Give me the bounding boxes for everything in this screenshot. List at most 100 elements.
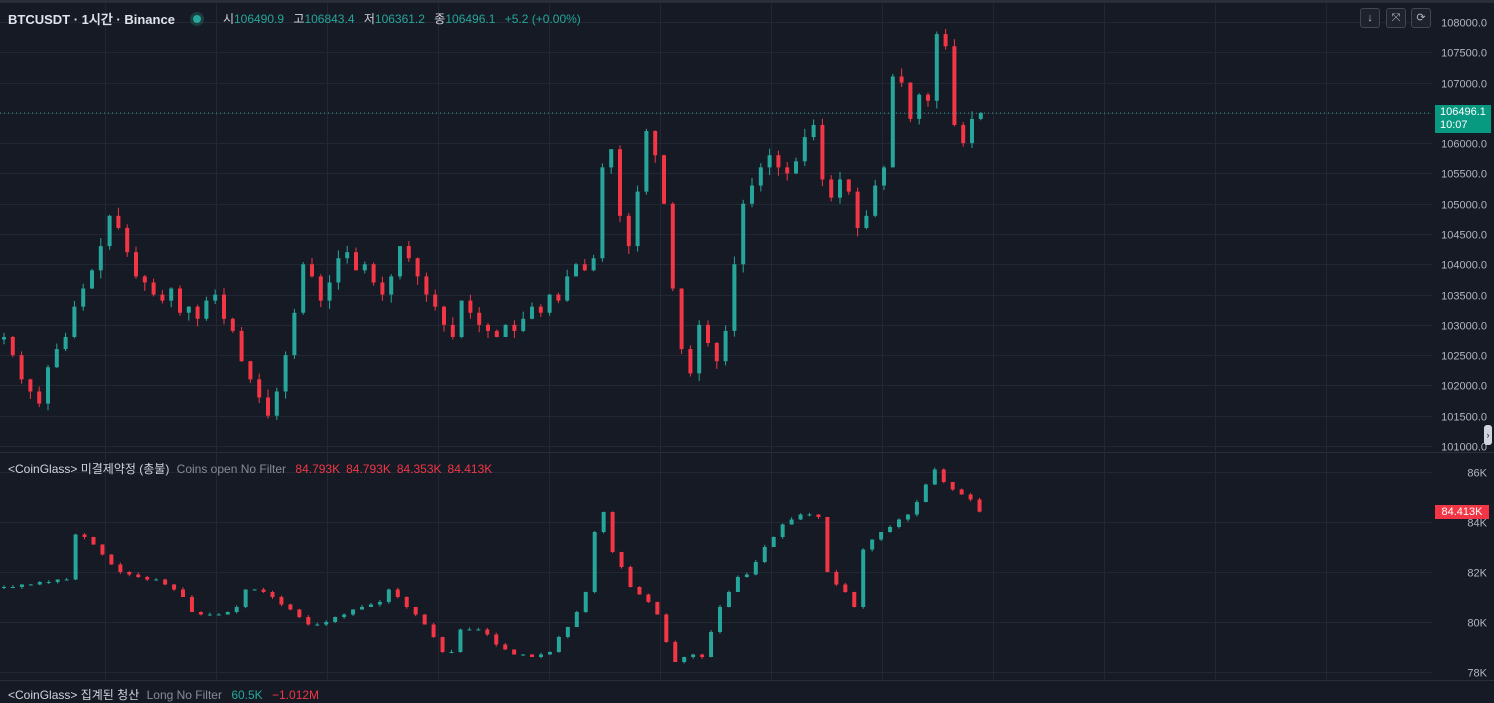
candle-body (521, 654, 526, 656)
bar-countdown: 10:07 (1440, 119, 1468, 131)
candle-body (688, 349, 693, 374)
axis-tick-label: 107000.0 (1441, 79, 1487, 91)
last-price-value: 106496.1 (1440, 106, 1486, 118)
candle-body (767, 155, 772, 168)
candle-body (628, 567, 633, 587)
candle-body (644, 131, 649, 192)
candle-body (234, 607, 239, 612)
candle-body (55, 579, 60, 582)
candle-body (807, 514, 812, 516)
candle-body (222, 294, 226, 319)
candle-body (750, 185, 754, 204)
candle-body (207, 614, 212, 616)
candle-body (637, 587, 642, 595)
candle-body (318, 276, 323, 301)
axis-tick-label: 104500.0 (1441, 230, 1487, 242)
candle-body (846, 179, 851, 192)
candle-body (917, 94, 922, 119)
candle-body (424, 276, 429, 295)
candle-body (503, 644, 508, 650)
candle-body (151, 282, 156, 295)
axis-tick-label: 105500.0 (1441, 169, 1487, 181)
market-status-icon (192, 14, 201, 23)
candle-body (248, 361, 253, 380)
indicator-legend-open-interest[interactable]: <CoinGlass> 미결제약정 (총불) Coins open No Fil… (8, 460, 492, 477)
candle-body (154, 579, 159, 581)
last-price-tag: 106496.1 10:07 (1435, 105, 1491, 133)
pane-resize-handle[interactable]: › (1484, 425, 1492, 445)
candle-body (682, 657, 687, 662)
candle-body (952, 46, 957, 125)
candle-body (2, 336, 6, 340)
axis-tick-label: 80K (1467, 618, 1487, 630)
candle-body (861, 549, 866, 607)
candle-body (670, 203, 675, 289)
candle-body (333, 617, 338, 622)
candle-body (431, 624, 436, 637)
candle-body (618, 149, 622, 216)
indicator-name: <CoinGlass> 미결제약정 (총불) (8, 462, 170, 476)
candle-body (943, 34, 948, 47)
candle-body (679, 288, 684, 350)
candle-body (252, 589, 257, 591)
candle-body (556, 294, 561, 301)
candle-body (539, 654, 543, 657)
candle-body (377, 602, 382, 605)
axis-tick-label: 101500.0 (1441, 412, 1487, 424)
candle-body (600, 167, 605, 259)
candle-body (336, 258, 341, 283)
candle-body (458, 629, 463, 652)
axis-tick-label: 101000.0 (1441, 442, 1487, 454)
refresh-icon[interactable]: ⟳ (1411, 8, 1431, 28)
candle-body (691, 654, 696, 657)
candle-body (476, 629, 481, 631)
candle-body (934, 34, 939, 101)
candle-body (741, 203, 746, 265)
candle-body (547, 294, 552, 313)
candle-body (189, 597, 194, 612)
candle-body (37, 391, 42, 404)
candle-body (118, 564, 123, 572)
candle-body (855, 191, 860, 228)
indicator-value-2: 84.793K (346, 462, 391, 476)
candle-body (310, 264, 314, 277)
candle-body (270, 592, 275, 597)
candle-body (213, 294, 218, 301)
candle-body (547, 652, 552, 655)
candle-body (789, 519, 794, 525)
candle-body (706, 324, 710, 344)
candle-body (72, 306, 77, 337)
candle-body (324, 622, 329, 625)
candle-body (908, 82, 913, 119)
candle-body (591, 258, 596, 271)
candle-body (315, 624, 320, 626)
candle-body (899, 76, 904, 83)
candle-body (653, 131, 658, 156)
candle-body (169, 288, 174, 301)
candle-body (610, 512, 615, 552)
collapse-icon[interactable]: ⤧ (1386, 8, 1406, 28)
candle-body (404, 597, 409, 607)
indicator-legend-liquidation[interactable]: <CoinGlass> 집계된 청산 Long No Filter 60.5K … (8, 686, 319, 703)
candle-body (780, 524, 785, 537)
candle-body (905, 514, 910, 520)
candle-body (459, 300, 464, 337)
candle-body (582, 264, 587, 271)
symbol-title[interactable]: BTCUSDT · 1시간 · Binance (8, 12, 175, 27)
download-icon[interactable]: ↓ (1360, 8, 1380, 28)
candle-body (697, 324, 702, 374)
candle-body (288, 604, 293, 610)
candle-body (864, 215, 869, 228)
change-value: +5.2 (+0.00%) (504, 12, 581, 26)
candle-body (843, 584, 848, 592)
candle-body (700, 654, 705, 657)
candle-body (888, 527, 893, 532)
top-border (0, 0, 1494, 3)
candle-body (655, 602, 660, 615)
axis-tick-label: 102500.0 (1441, 351, 1487, 363)
candle-body (785, 167, 790, 174)
candle-body (389, 276, 394, 295)
candle-body (709, 632, 714, 657)
candle-body (820, 124, 825, 180)
